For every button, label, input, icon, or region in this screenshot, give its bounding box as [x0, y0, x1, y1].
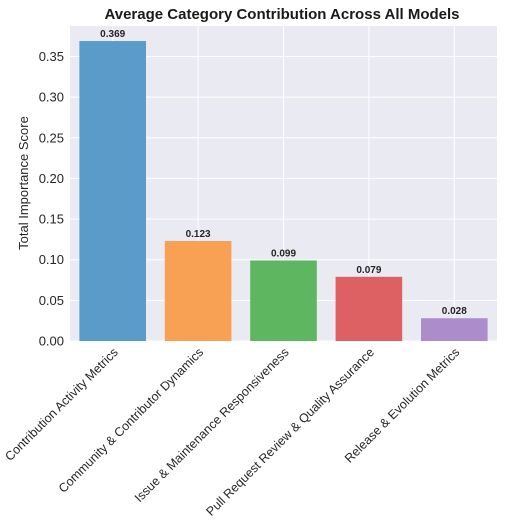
data-label-1: 0.123 [186, 229, 211, 240]
bar-2 [250, 260, 317, 341]
y-tick-label-4: 0.20 [39, 171, 64, 186]
y-axis-ticks: 0.00 0.05 0.10 0.15 0.20 0.25 0.30 0.35 [39, 49, 64, 349]
y-tick-label-7: 0.35 [39, 49, 64, 64]
y-tick-label-1: 0.05 [39, 293, 64, 308]
y-axis-label: Total Importance Score [16, 116, 31, 250]
chart-title: Average Category Contribution Across All… [104, 6, 459, 23]
y-tick-label-6: 0.30 [39, 90, 64, 105]
y-tick-label-2: 0.10 [39, 252, 64, 267]
y-tick-label-5: 0.25 [39, 130, 64, 145]
x-tick-label-3: Pull Request Review & Quality Assurance [204, 345, 378, 519]
bar-1 [164, 241, 232, 341]
data-label-0: 0.369 [100, 29, 125, 40]
bar-0 [79, 41, 147, 342]
y-tick-label-3: 0.15 [39, 212, 64, 227]
bar-4 [420, 318, 488, 341]
x-tick-label-1: Community & Contributor Dynamics [56, 345, 206, 495]
bars [79, 41, 488, 342]
data-label-3: 0.079 [356, 265, 381, 276]
data-labels: 0.369 0.123 0.099 0.079 0.028 [100, 29, 467, 317]
y-tick-label-0: 0.00 [39, 334, 64, 349]
data-label-4: 0.028 [442, 306, 467, 317]
x-tick-label-2: Issue & Maintenance Responsiveness [132, 345, 292, 505]
data-label-2: 0.099 [271, 249, 296, 260]
bar-3 [335, 276, 403, 341]
